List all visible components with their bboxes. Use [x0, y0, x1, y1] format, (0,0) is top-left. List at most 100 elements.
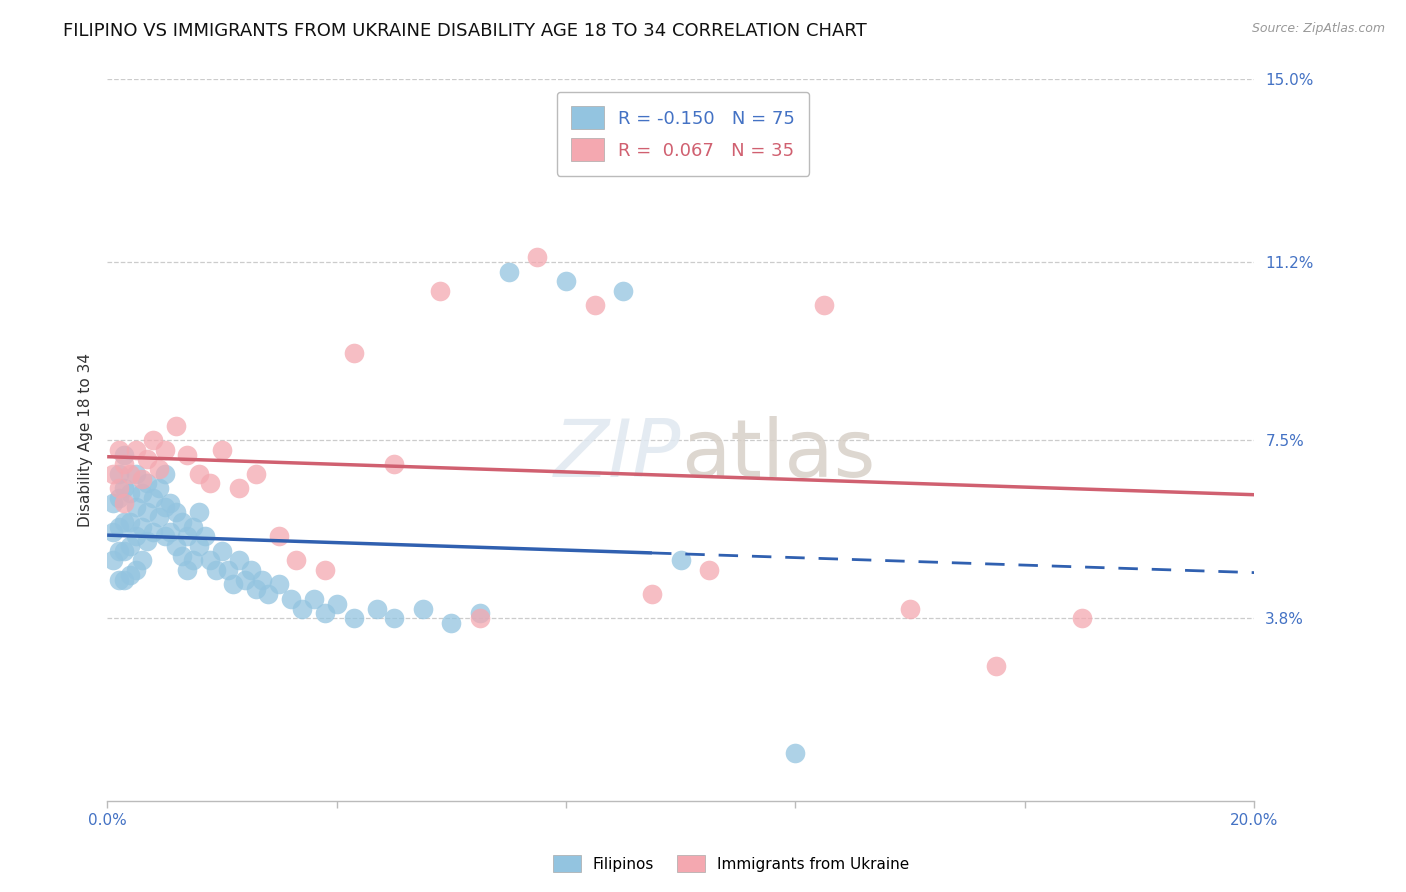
Point: [314, 607, 336, 621]
Point: [468, 607, 491, 621]
Point: [382, 457, 405, 471]
Point: [125, 467, 148, 481]
Point: [612, 284, 634, 298]
Point: [1071, 611, 1094, 625]
Point: [101, 553, 124, 567]
Point: [245, 582, 267, 597]
Point: [302, 591, 325, 606]
Point: [101, 496, 124, 510]
Point: [228, 553, 250, 567]
Point: [131, 486, 153, 500]
Point: [107, 491, 129, 505]
Point: [112, 496, 135, 510]
Point: [165, 418, 187, 433]
Point: [200, 553, 222, 567]
Point: [382, 611, 405, 625]
Point: [176, 563, 198, 577]
Point: [526, 250, 548, 264]
Point: [285, 553, 308, 567]
Point: [120, 515, 142, 529]
Point: [440, 615, 463, 630]
Point: [131, 519, 153, 533]
Point: [107, 519, 129, 533]
Point: [120, 539, 142, 553]
Point: [112, 448, 135, 462]
Point: [153, 529, 176, 543]
Point: [211, 543, 233, 558]
Y-axis label: Disability Age 18 to 34: Disability Age 18 to 34: [79, 353, 93, 527]
Point: [165, 539, 187, 553]
Point: [187, 539, 209, 553]
Point: [366, 601, 388, 615]
Point: [170, 549, 193, 563]
Point: [699, 563, 721, 577]
Point: [170, 515, 193, 529]
Point: [148, 510, 170, 524]
Point: [120, 567, 142, 582]
Point: [984, 659, 1007, 673]
Text: FILIPINO VS IMMIGRANTS FROM UKRAINE DISABILITY AGE 18 TO 34 CORRELATION CHART: FILIPINO VS IMMIGRANTS FROM UKRAINE DISA…: [63, 22, 868, 40]
Point: [112, 573, 135, 587]
Legend: Filipinos, Immigrants from Ukraine: Filipinos, Immigrants from Ukraine: [546, 847, 917, 880]
Point: [107, 442, 129, 457]
Point: [325, 597, 347, 611]
Point: [112, 543, 135, 558]
Point: [245, 467, 267, 481]
Point: [101, 467, 124, 481]
Point: [555, 274, 578, 288]
Point: [159, 524, 181, 539]
Point: [120, 467, 142, 481]
Point: [107, 467, 129, 481]
Point: [131, 472, 153, 486]
Point: [107, 573, 129, 587]
Point: [187, 505, 209, 519]
Point: [205, 563, 228, 577]
Point: [194, 529, 217, 543]
Point: [136, 505, 159, 519]
Point: [280, 591, 302, 606]
Point: [583, 298, 606, 312]
Point: [217, 563, 239, 577]
Point: [142, 491, 165, 505]
Point: [142, 433, 165, 447]
Point: [125, 529, 148, 543]
Point: [228, 481, 250, 495]
Text: atlas: atlas: [681, 416, 875, 493]
Point: [112, 457, 135, 471]
Point: [343, 346, 366, 360]
Point: [165, 505, 187, 519]
Point: [813, 298, 835, 312]
Point: [107, 481, 129, 495]
Point: [125, 442, 148, 457]
Point: [148, 481, 170, 495]
Point: [176, 448, 198, 462]
Point: [181, 519, 204, 533]
Text: Source: ZipAtlas.com: Source: ZipAtlas.com: [1251, 22, 1385, 36]
Text: ZIP: ZIP: [554, 416, 681, 493]
Point: [187, 467, 209, 481]
Point: [429, 284, 451, 298]
Point: [269, 577, 291, 591]
Point: [120, 486, 142, 500]
Point: [176, 529, 198, 543]
Point: [314, 563, 336, 577]
Point: [669, 553, 692, 567]
Point: [898, 601, 921, 615]
Point: [256, 587, 278, 601]
Point: [153, 442, 176, 457]
Point: [233, 573, 256, 587]
Point: [755, 111, 778, 125]
Point: [136, 452, 159, 467]
Point: [136, 476, 159, 491]
Point: [222, 577, 245, 591]
Point: [159, 496, 181, 510]
Point: [269, 529, 291, 543]
Point: [200, 476, 222, 491]
Point: [112, 481, 135, 495]
Point: [239, 563, 262, 577]
Point: [785, 746, 807, 760]
Point: [468, 611, 491, 625]
Point: [641, 587, 664, 601]
Point: [107, 543, 129, 558]
Point: [153, 500, 176, 515]
